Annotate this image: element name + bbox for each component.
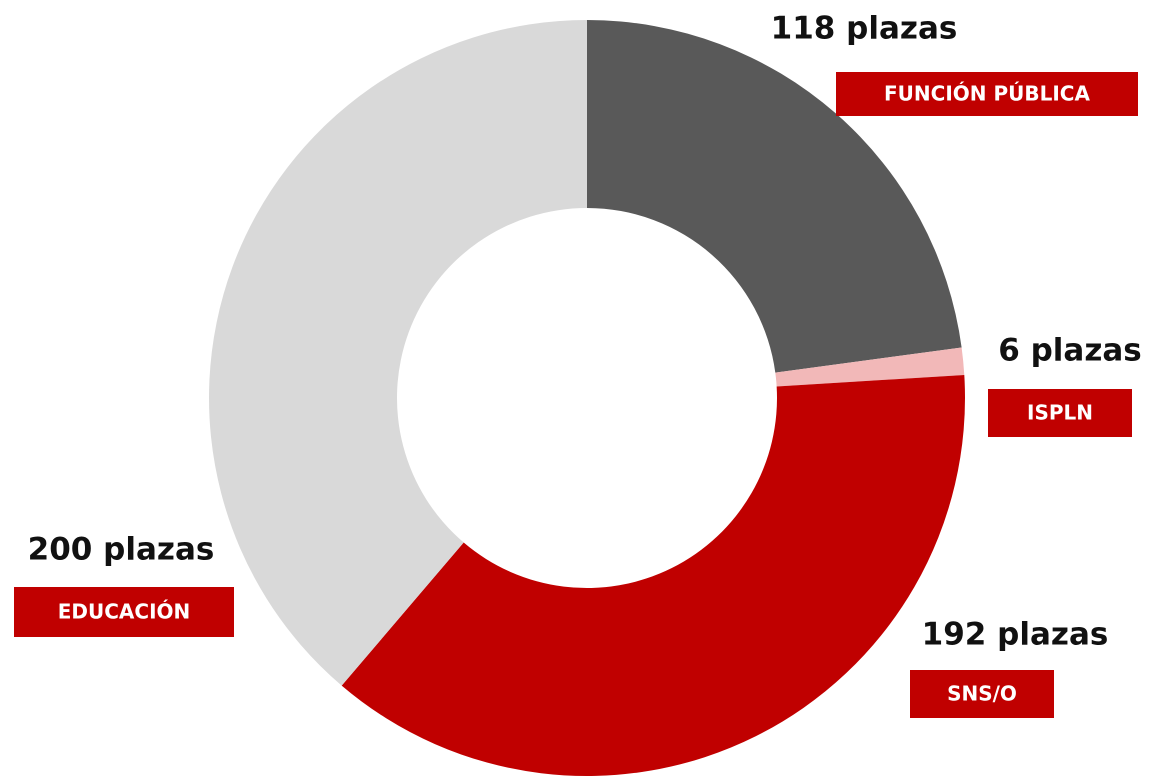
label-box bbox=[836, 72, 1138, 116]
value-label: 118 plazas bbox=[771, 11, 958, 47]
donut-segment bbox=[341, 375, 965, 776]
value-label: 192 plazas bbox=[922, 617, 1109, 653]
category-label: FUNCIÓN PÚBLICA bbox=[884, 82, 1090, 106]
label-box bbox=[14, 587, 234, 637]
donut-segment bbox=[209, 20, 588, 686]
category-label: EDUCACIÓN bbox=[58, 600, 191, 624]
value-label: 6 plazas bbox=[998, 333, 1142, 369]
label-box bbox=[910, 670, 1054, 718]
label-box bbox=[988, 389, 1132, 437]
value-label: 200 plazas bbox=[28, 532, 215, 568]
category-label: SNS/O bbox=[947, 682, 1017, 706]
category-label: ISPLN bbox=[1027, 401, 1093, 425]
donut-segment bbox=[587, 20, 962, 373]
donut-segment bbox=[775, 347, 965, 387]
